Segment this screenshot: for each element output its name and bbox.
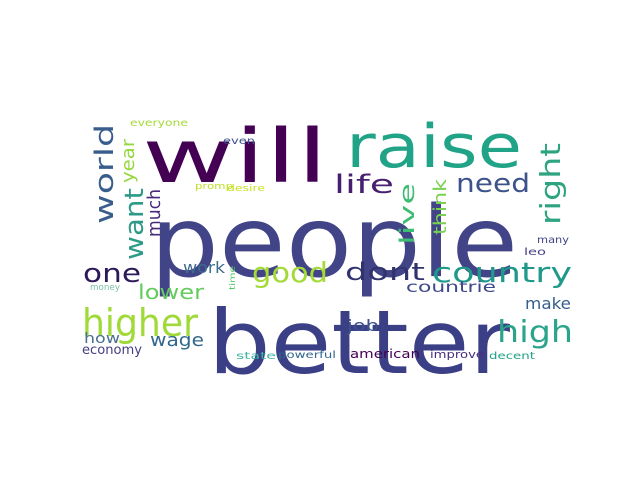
word-want: want — [120, 188, 150, 260]
word-dont: dont — [345, 258, 425, 286]
word-decent: decent — [489, 351, 535, 362]
word-will: will — [142, 114, 328, 200]
word-improve: improve — [430, 348, 484, 361]
word-economy: economy — [82, 343, 142, 358]
word-how: how — [84, 331, 120, 347]
word-everyone: everyone — [130, 118, 188, 129]
word-time: time — [228, 266, 237, 290]
word-desire: desire — [227, 184, 266, 194]
word-even: even — [223, 136, 255, 147]
word-people: people — [150, 186, 518, 300]
word-live: live — [395, 183, 419, 245]
word-higher: higher — [82, 301, 198, 345]
word-american: american — [350, 347, 420, 361]
word-year: year — [118, 138, 139, 183]
word-many: many — [537, 235, 569, 246]
word-job: job — [346, 316, 379, 335]
word-world: world — [90, 124, 120, 224]
word-much: much — [144, 189, 165, 237]
word-money: money — [90, 283, 121, 293]
word-good: good — [252, 256, 328, 289]
word-high: high — [497, 315, 573, 350]
word-right: right — [534, 143, 567, 225]
word-wage: wage — [150, 330, 204, 351]
word-countrie: countrie — [406, 278, 496, 296]
word-state: state — [236, 351, 276, 362]
word-work: work — [183, 258, 226, 277]
word-leo: leo — [524, 247, 546, 258]
word-lower: lower — [138, 280, 205, 304]
word-country: country — [432, 256, 572, 289]
word-think: think — [430, 178, 451, 235]
word-raise: raise — [346, 112, 522, 182]
word-need: need — [456, 169, 530, 199]
word-one: one — [83, 259, 141, 289]
word-powerful: powerful — [278, 350, 336, 361]
word-better: better — [208, 291, 511, 394]
word-promp: promp — [195, 182, 233, 192]
word-life: life — [334, 170, 394, 200]
word-make: make — [525, 294, 571, 313]
